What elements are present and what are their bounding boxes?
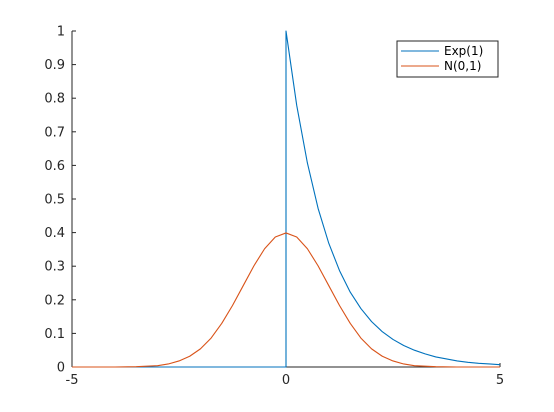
legend-label: N(0,1) — [444, 59, 481, 73]
y-tick-label: 0.3 — [44, 260, 65, 275]
legend-box — [396, 40, 499, 78]
series-layer — [72, 30, 501, 368]
y-tick-label: 0.4 — [44, 226, 65, 241]
y-tick-label: 1 — [57, 25, 65, 40]
axes: -5 0 500.10.20.30.40.50.60.70.80.91 — [44, 25, 504, 389]
x-tick-label: 5 — [496, 373, 504, 388]
y-tick-label: 0 — [57, 361, 65, 376]
x-tick-label: 0 — [282, 373, 290, 388]
legend-label: Exp(1) — [444, 44, 483, 58]
y-tick-label: 0.8 — [44, 92, 65, 107]
y-tick-label: 0.2 — [44, 293, 65, 308]
series-line-2 — [72, 232, 500, 368]
y-tick-label: 0.6 — [44, 159, 65, 174]
series-line-1 — [72, 30, 501, 368]
y-tick-label: 0.1 — [44, 327, 65, 342]
y-tick-label: 0.5 — [44, 193, 65, 208]
y-tick-label: 0.7 — [44, 125, 65, 140]
legend: Exp(1)N(0,1) — [396, 40, 499, 78]
x-tick-label: -5 — [66, 373, 79, 388]
y-tick-label: 0.9 — [44, 58, 65, 73]
